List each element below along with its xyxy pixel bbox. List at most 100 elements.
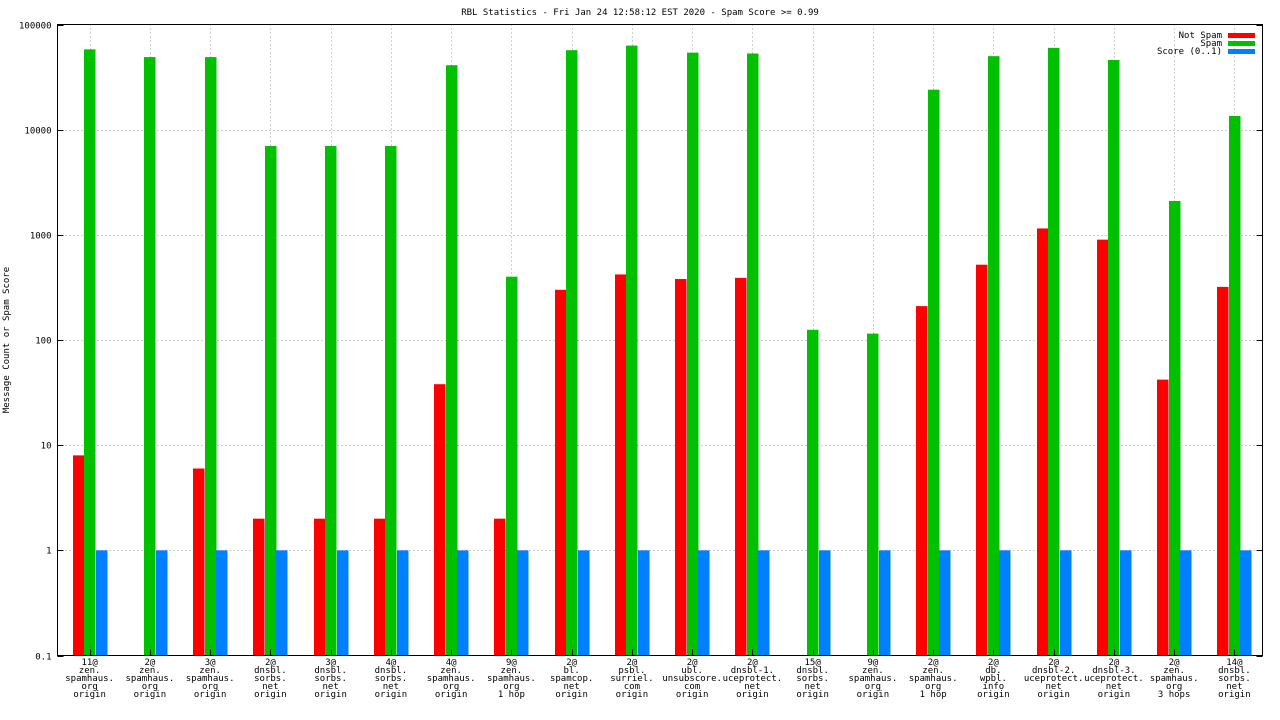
- x-tick-label: net: [1106, 682, 1122, 692]
- x-tick-label: 9@: [867, 658, 878, 668]
- x-tick-label: sorbs.: [314, 674, 347, 684]
- x-tick-label: 3 hops: [1158, 690, 1191, 700]
- x-tick-label: spamhaus.: [848, 674, 897, 684]
- x-tick-label: spamhaus.: [125, 674, 174, 684]
- x-tick-label: zen.: [440, 666, 462, 676]
- x-tick-label: uceprotect.: [1084, 674, 1144, 684]
- x-tick-label: zen.: [139, 666, 161, 676]
- x-tick-label: dnsbl.: [796, 666, 829, 676]
- x-tick-label: dnsbl-3.: [1092, 666, 1135, 676]
- x-tick-label: net: [744, 682, 760, 692]
- bar-not-spam: [73, 455, 85, 656]
- bar-not-spam: [1037, 228, 1049, 656]
- bar-spam: [626, 45, 638, 656]
- x-tick-label: zen.: [501, 666, 523, 676]
- bar-score-0-1: [517, 550, 529, 656]
- x-tick-label: com: [684, 682, 700, 692]
- bar-spam: [446, 65, 458, 656]
- x-tick-label: 2@: [566, 658, 577, 668]
- x-tick-label: spamhaus.: [909, 674, 958, 684]
- x-tick-label: sorbs.: [254, 674, 287, 684]
- y-tick-label: 10000: [24, 127, 51, 137]
- bar-score-0-1: [1060, 550, 1072, 656]
- bar-not-spam: [976, 264, 988, 656]
- bar-score-0-1: [698, 550, 710, 656]
- x-tick-label: 4@: [385, 658, 396, 668]
- x-tick-label: origin: [134, 690, 167, 700]
- x-tick-label: org: [81, 682, 97, 692]
- bar-score-0-1: [276, 550, 288, 656]
- bar-spam: [1169, 200, 1181, 656]
- y-tick-label: 1: [46, 547, 51, 557]
- x-axis-ticks: 11@zen.spamhaus.orgorigin2@zen.spamhaus.…: [65, 649, 1251, 700]
- bar-score-0-1: [397, 550, 409, 656]
- x-tick-label: origin: [1218, 690, 1251, 700]
- x-tick-label: origin: [194, 690, 227, 700]
- bar-spam: [747, 53, 759, 656]
- x-tick-label: psbl.: [618, 666, 645, 676]
- bar-not-spam: [494, 518, 506, 656]
- bar-not-spam: [374, 518, 386, 656]
- y-axis-label: Message Count or Spam Score: [2, 267, 12, 413]
- bars: [73, 45, 1252, 656]
- x-tick-label: origin: [1098, 690, 1131, 700]
- x-tick-label: spamhaus.: [427, 674, 476, 684]
- x-tick-label: origin: [435, 690, 468, 700]
- bar-spam: [385, 145, 397, 656]
- bar-score-0-1: [96, 550, 108, 656]
- bar-not-spam: [675, 279, 687, 656]
- legend-label: Spam: [1200, 39, 1222, 49]
- bar-not-spam: [193, 468, 205, 656]
- x-tick-label: zen.: [79, 666, 101, 676]
- bar-not-spam: [916, 306, 928, 656]
- bar-not-spam: [253, 518, 265, 656]
- bar-score-0-1: [578, 550, 590, 656]
- x-tick-label: org: [865, 682, 881, 692]
- x-tick-label: ubl.: [681, 666, 703, 676]
- x-tick-label: dnsbl.: [254, 666, 287, 676]
- x-tick-label: spamhaus.: [186, 674, 235, 684]
- bar-not-spam: [1157, 379, 1169, 656]
- x-tick-label: dnsbl.: [375, 666, 408, 676]
- bar-score-0-1: [156, 550, 168, 656]
- bar-spam: [506, 276, 518, 656]
- x-tick-label: wpbl.: [980, 674, 1007, 684]
- bar-spam: [325, 145, 337, 656]
- bar-score-0-1: [638, 550, 650, 656]
- x-tick-label: origin: [676, 690, 709, 700]
- bar-spam: [988, 56, 1000, 656]
- x-tick-label: net: [804, 682, 820, 692]
- x-tick-label: 15@: [804, 658, 821, 668]
- x-tick-label: 2@: [747, 658, 758, 668]
- x-tick-label: net: [563, 682, 579, 692]
- y-tick-label: 0.1: [35, 653, 51, 663]
- x-tick-label: 2@: [1048, 658, 1059, 668]
- x-tick-label: surriel.: [610, 674, 653, 684]
- y-tick-label: 100000: [19, 22, 52, 32]
- x-tick-label: zen.: [1163, 666, 1185, 676]
- x-tick-label: zen.: [922, 666, 944, 676]
- bar-not-spam: [314, 518, 326, 656]
- plot-frame: [57, 24, 1263, 656]
- x-tick-label: 2@: [1108, 658, 1119, 668]
- bar-spam: [84, 49, 96, 656]
- bar-spam: [265, 145, 277, 656]
- x-tick-label: net: [322, 682, 338, 692]
- bar-spam: [928, 89, 940, 656]
- x-tick-label: org: [925, 682, 941, 692]
- bar-score-0-1: [999, 550, 1011, 656]
- x-tick-label: net: [383, 682, 399, 692]
- bar-not-spam: [1097, 239, 1109, 656]
- x-tick-label: origin: [1037, 690, 1070, 700]
- x-tick-label: 4@: [446, 658, 457, 668]
- legend-label: Not Spam: [1179, 31, 1222, 41]
- bar-not-spam: [615, 274, 627, 656]
- x-tick-label: org: [443, 682, 459, 692]
- bar-score-0-1: [1240, 550, 1252, 656]
- x-tick-label: 1 hop: [498, 690, 525, 700]
- bar-score-0-1: [819, 550, 831, 656]
- bar-spam: [205, 57, 217, 656]
- x-tick-label: bl.: [563, 666, 579, 676]
